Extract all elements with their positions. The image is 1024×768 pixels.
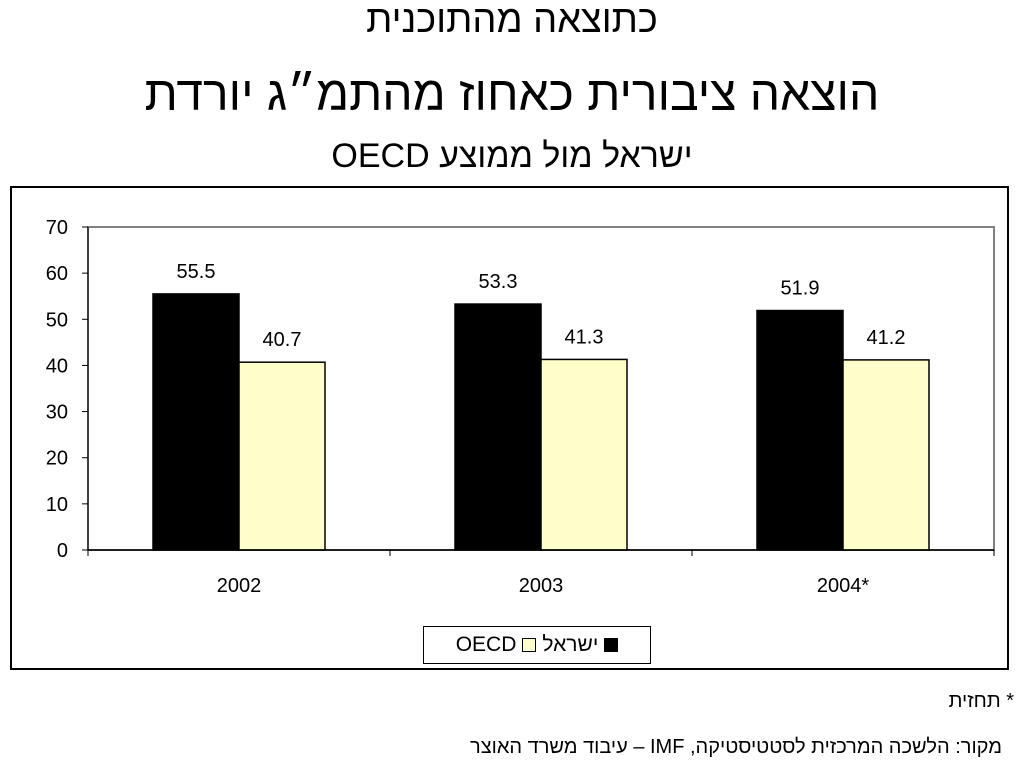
source-note: מקור: הלשכה המרכזית לסטטיסטיקה, IMF – עי… bbox=[470, 736, 1002, 758]
legend-item-israel: ישראל bbox=[542, 633, 619, 657]
bar bbox=[756, 309, 844, 551]
data-label: 53.3 bbox=[479, 271, 518, 293]
y-tick-label: 70 bbox=[46, 217, 68, 239]
x-tick-label: 2003 bbox=[519, 575, 564, 597]
slide-headline: הוצאה ציבורית כאחוז מהתמ״ג יורדת bbox=[144, 68, 880, 121]
x-tick-label: 2004* bbox=[817, 575, 869, 597]
bar bbox=[238, 361, 326, 551]
legend-label-oecd: OECD bbox=[455, 633, 517, 656]
bar bbox=[152, 293, 240, 551]
y-tick-label: 10 bbox=[46, 494, 68, 516]
x-tick-label: 2002 bbox=[217, 575, 262, 597]
legend-swatch-israel bbox=[604, 638, 619, 652]
chart-subtitle: ישראל מול ממוצע OECD bbox=[331, 137, 693, 175]
legend-item-oecd: OECD bbox=[456, 633, 537, 657]
data-label: 41.3 bbox=[565, 326, 604, 348]
slide-title: כתוצאה מהתוכנית bbox=[366, 0, 658, 41]
bar bbox=[842, 359, 930, 551]
data-label: 55.5 bbox=[177, 261, 216, 283]
y-tick-label: 20 bbox=[46, 448, 68, 470]
y-tick-label: 30 bbox=[46, 402, 68, 424]
legend-swatch-oecd bbox=[522, 638, 537, 652]
data-label: 41.2 bbox=[867, 327, 906, 349]
data-label: 40.7 bbox=[263, 329, 302, 351]
y-tick-label: 50 bbox=[46, 309, 68, 331]
legend-label-israel: ישראל bbox=[542, 633, 599, 656]
y-tick-label: 0 bbox=[57, 540, 68, 562]
data-label: 51.9 bbox=[781, 278, 820, 300]
forecast-footnote: * תחזית bbox=[948, 690, 1014, 712]
y-tick-label: 40 bbox=[46, 355, 68, 377]
bar bbox=[540, 358, 628, 551]
chart-legend: ישראל OECD bbox=[423, 626, 651, 664]
y-tick-label: 60 bbox=[46, 263, 68, 285]
bar bbox=[454, 303, 542, 551]
